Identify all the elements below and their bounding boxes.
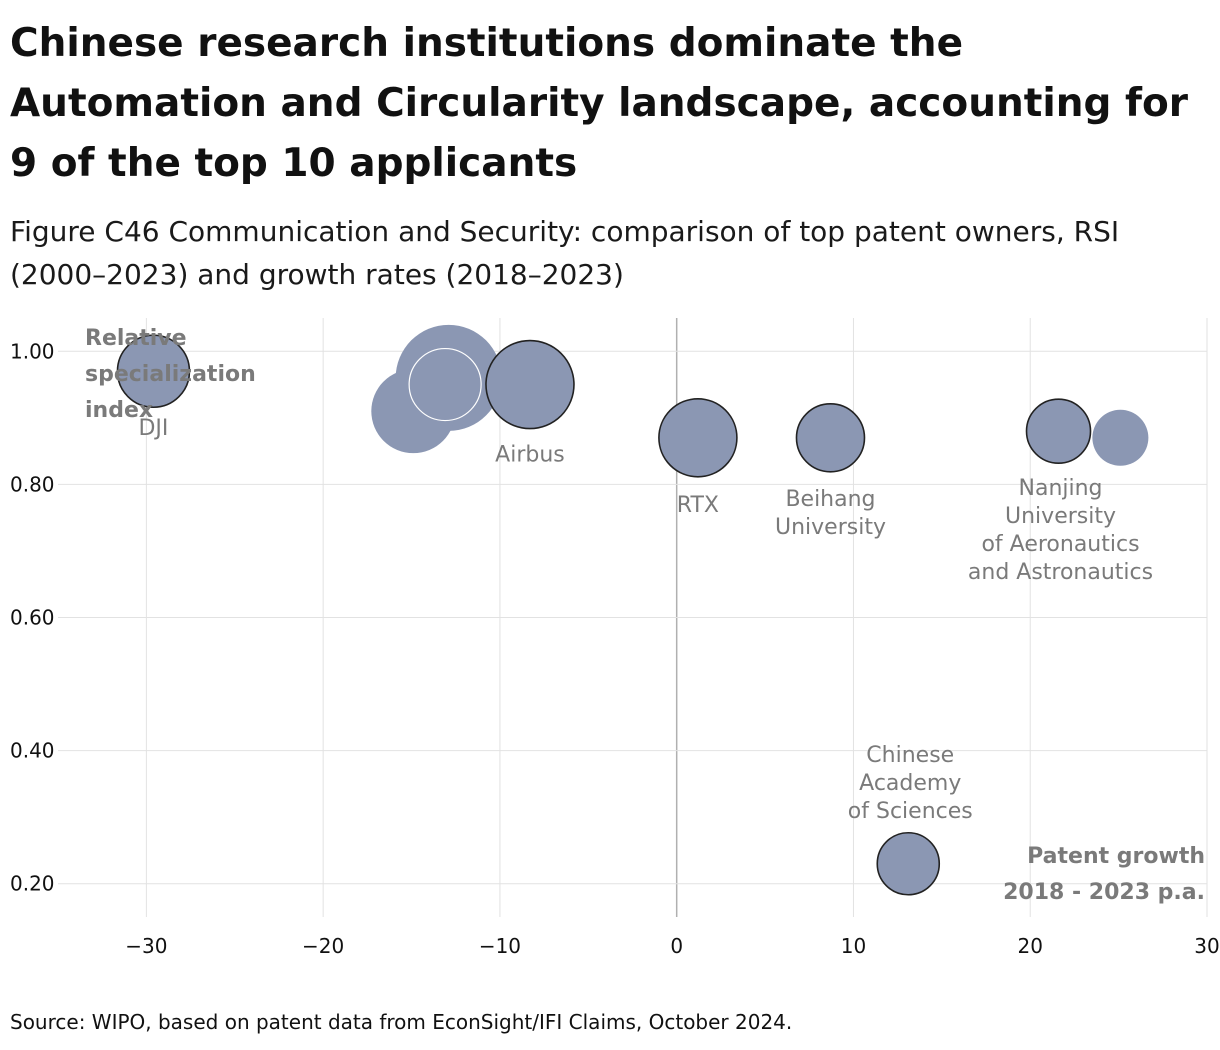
point-label-line: Nanjing — [1019, 476, 1103, 501]
y-tick-label: 0.60 — [10, 606, 55, 630]
bubble-point — [795, 402, 866, 473]
bubble-point — [116, 334, 191, 409]
point-label-line: Academy — [859, 771, 961, 796]
point-label: Beihang University — [775, 487, 886, 540]
label-layer: DJI Airbus RTX Beihang University Nanjing Univ… — [85, 326, 1205, 905]
y-axis-title-line: specialization — [85, 362, 256, 387]
point-label: Chinese Academy of Sciences — [848, 743, 973, 824]
point-label-line: University — [775, 515, 886, 540]
point-label-line: Airbus — [495, 443, 565, 468]
x-tick-label: 10 — [841, 934, 866, 958]
point-label-line: of Sciences — [848, 799, 973, 824]
x-axis-title-line: 2018 - 2023 p.a. — [1003, 880, 1205, 905]
point-label: Nanjing University of Aeronautics and Astro… — [968, 476, 1153, 585]
point-label-line: RTX — [677, 493, 719, 518]
point-label-line: DJI — [138, 416, 168, 441]
y-tick-label: 0.40 — [10, 739, 55, 763]
x-tick-label: −30 — [125, 934, 167, 958]
point-label-line: University — [1005, 504, 1116, 529]
bubble-point — [876, 831, 941, 896]
source-note: Source: WIPO, based on patent data from … — [10, 1010, 793, 1034]
bubble-point — [485, 339, 575, 430]
point-label: Airbus — [495, 443, 565, 468]
point-label-line: and Astronautics — [968, 560, 1153, 585]
y-axis-title-line: Relative — [85, 326, 187, 351]
x-tick-label: 0 — [670, 934, 683, 958]
x-tick-label: −10 — [479, 934, 521, 958]
bubble-point — [658, 397, 738, 478]
x-axis-title: Patent growth 2018 - 2023 p.a. — [1003, 844, 1205, 905]
x-tick-label: −20 — [302, 934, 344, 958]
x-tick-label: 30 — [1194, 934, 1219, 958]
x-axis-title-line: Patent growth — [1027, 844, 1205, 869]
bubble-point — [1092, 409, 1149, 466]
y-axis-title-line: index — [85, 398, 153, 423]
scatter-chart: DJI Airbus RTX Beihang University Nanjing Univ… — [10, 318, 1220, 958]
y-tick-label: 0.20 — [10, 872, 55, 896]
axis-layer: −30 −20 −10 0 10 20 30 0.20 0.40 0.60 0.80 1.00 — [10, 339, 1220, 958]
point-label-line: Beihang — [785, 487, 875, 512]
point-label: DJI — [138, 416, 168, 441]
grid-layer — [58, 318, 1208, 917]
bubble-point — [1025, 398, 1092, 464]
point-label-line: of Aeronautics — [981, 532, 1139, 557]
chart-title: Chinese research institutions dominate t… — [10, 21, 1189, 186]
bubble-layer — [116, 324, 1149, 896]
y-tick-label: 1.00 — [10, 339, 55, 363]
x-tick-label: 20 — [1018, 934, 1043, 958]
point-label-line: Chinese — [866, 743, 954, 768]
chart-subtitle: Figure C46 Communication and Security: c… — [10, 215, 1120, 291]
y-tick-label: 0.80 — [10, 472, 55, 496]
bubble-point — [408, 347, 482, 422]
y-axis-title: Relative specialization index — [85, 326, 256, 423]
point-label: RTX — [677, 493, 719, 518]
